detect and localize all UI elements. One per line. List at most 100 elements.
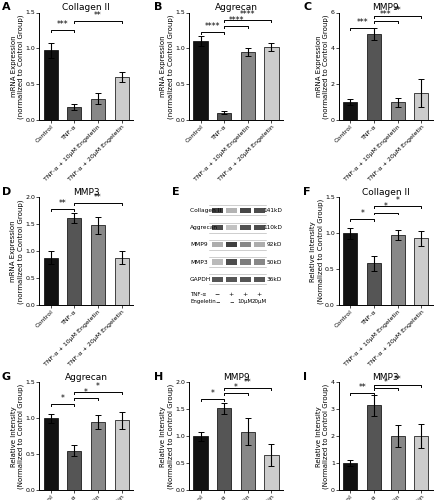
Text: **: ** [358,383,366,392]
Bar [114,258,129,305]
Text: *: * [96,382,100,392]
Bar [253,206,266,214]
Y-axis label: Relative Intensity
(Normalized to Control Group): Relative Intensity (Normalized to Contro… [310,198,324,304]
Y-axis label: Relative Intensity
(Normalized to Control Group): Relative Intensity (Normalized to Contro… [10,384,24,489]
Bar [212,225,222,230]
Bar [391,102,405,120]
Y-axis label: mRNA Expression
(normalized to Control Group): mRNA Expression (normalized to Control G… [10,14,24,118]
Bar [264,455,278,490]
Title: Collagen II: Collagen II [362,188,409,196]
Bar [343,463,357,490]
Text: 36kD: 36kD [267,276,282,281]
Bar [241,432,255,490]
Text: 20μM: 20μM [252,300,267,304]
Text: D: D [2,186,11,196]
Y-axis label: Relative Intensity
(Normalized to Control Group): Relative Intensity (Normalized to Contro… [160,384,174,489]
Text: ***: *** [57,20,68,30]
Bar [253,224,266,232]
Text: **: ** [94,193,102,202]
Text: **: ** [394,375,402,384]
Text: 92kD: 92kD [267,242,282,248]
Bar [91,226,105,305]
Text: **: ** [394,6,402,15]
Bar [212,242,222,248]
Y-axis label: mRNA Expression
(normalized to Control Group): mRNA Expression (normalized to Control G… [316,14,329,118]
Bar [225,276,237,283]
Bar [343,102,357,120]
Bar [239,224,251,232]
Text: I: I [303,372,307,382]
Bar [217,408,231,490]
Text: −: − [229,300,234,304]
Bar [226,225,237,230]
Text: *: * [210,388,214,398]
Text: MMP3: MMP3 [190,260,208,264]
Bar [253,276,266,283]
Text: ****: **** [240,10,256,18]
Bar [391,236,405,305]
Bar [254,242,265,248]
Bar [212,260,222,264]
Y-axis label: Relative Intensity
(Normalized to Control Group): Relative Intensity (Normalized to Contro… [316,384,329,489]
Bar [367,406,381,490]
Title: MMP3: MMP3 [73,188,100,196]
Text: TNF-α: TNF-α [190,292,206,297]
Bar [44,258,58,305]
Text: Engeletin: Engeletin [190,300,216,304]
Bar [254,276,265,281]
Bar [211,224,223,232]
Text: MMP9: MMP9 [190,242,208,248]
Bar [211,206,223,214]
Title: MMP9: MMP9 [223,372,249,382]
Bar [211,276,223,283]
Text: *: * [84,388,88,397]
Text: E: E [172,186,180,196]
Text: *: * [234,383,238,392]
Bar [212,276,222,281]
Bar [391,436,405,490]
Text: *: * [360,209,364,218]
Bar [367,34,381,120]
Bar [240,260,251,264]
Title: MMP9: MMP9 [372,2,399,12]
Bar [44,418,58,490]
Text: Collagen II: Collagen II [190,208,221,213]
Text: C: C [303,2,312,12]
Bar [91,422,105,490]
Bar [240,225,251,230]
Bar [226,242,237,248]
Text: +: + [229,292,234,297]
Bar [67,218,81,305]
Bar [239,241,251,248]
Bar [194,436,208,490]
Text: F: F [303,186,311,196]
Y-axis label: mRNA Expression
(normalized to Control Group): mRNA Expression (normalized to Control G… [10,199,24,304]
Text: B: B [153,2,162,12]
Text: 141kD: 141kD [263,208,282,213]
Bar [239,276,251,283]
Bar [225,258,237,266]
Bar [226,208,237,213]
Bar [254,208,265,213]
Text: +: + [257,292,262,297]
Bar [217,113,231,120]
Text: *: * [384,378,388,388]
Bar [241,52,255,120]
Bar [226,260,237,264]
Text: *: * [384,202,388,211]
Text: 110kD: 110kD [263,225,282,230]
Text: −: − [215,300,219,304]
Text: G: G [2,372,11,382]
Title: Collagen II: Collagen II [62,2,110,12]
Bar [367,264,381,305]
Bar [114,77,129,120]
Text: Aggrecan: Aggrecan [190,225,218,230]
Bar [414,93,428,120]
Text: **: ** [244,378,252,387]
Text: ****: **** [205,22,220,31]
Title: MMP3: MMP3 [372,372,399,382]
Bar [239,206,251,214]
Bar [44,50,58,120]
Bar [225,224,237,232]
Text: **: ** [59,199,66,208]
